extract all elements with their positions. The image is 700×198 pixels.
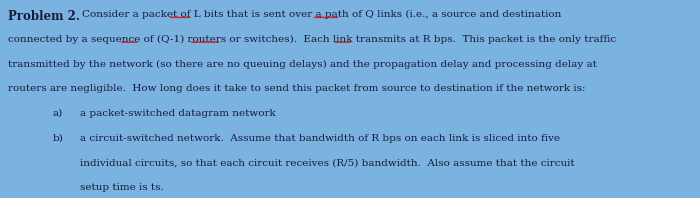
Text: a packet-switched datagram network: a packet-switched datagram network bbox=[80, 109, 276, 118]
Text: connected by a sequence of (Q-1) routers or switches).  Each link transmits at R: connected by a sequence of (Q-1) routers… bbox=[8, 35, 617, 44]
Text: individual circuits, so that each circuit receives (R/5) bandwidth.  Also assume: individual circuits, so that each circui… bbox=[80, 158, 575, 167]
Text: transmitted by the network (so there are no queuing delays) and the propagation : transmitted by the network (so there are… bbox=[8, 59, 597, 69]
Text: a circuit-switched network.  Assume that bandwidth of R bps on each link is slic: a circuit-switched network. Assume that … bbox=[80, 134, 561, 143]
Text: Consider a packet of L bits that is sent over a path of Q links (i.e., a source : Consider a packet of L bits that is sent… bbox=[82, 10, 561, 19]
Text: setup time is ts.: setup time is ts. bbox=[80, 183, 164, 192]
Text: Problem 2.: Problem 2. bbox=[8, 10, 81, 23]
Text: a): a) bbox=[52, 109, 63, 118]
Text: b): b) bbox=[52, 134, 64, 143]
Text: routers are negligible.  How long does it take to send this packet from source t: routers are negligible. How long does it… bbox=[8, 84, 586, 93]
